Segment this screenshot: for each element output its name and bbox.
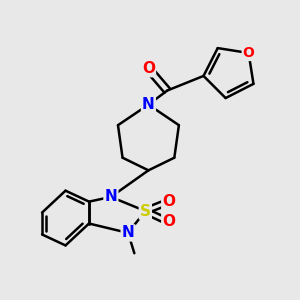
Text: N: N xyxy=(122,225,134,240)
Text: O: O xyxy=(162,214,175,230)
Text: O: O xyxy=(243,46,254,60)
Text: O: O xyxy=(162,194,175,209)
Text: N: N xyxy=(104,189,117,204)
Text: N: N xyxy=(142,97,155,112)
Text: S: S xyxy=(140,203,151,218)
Text: O: O xyxy=(142,61,155,76)
